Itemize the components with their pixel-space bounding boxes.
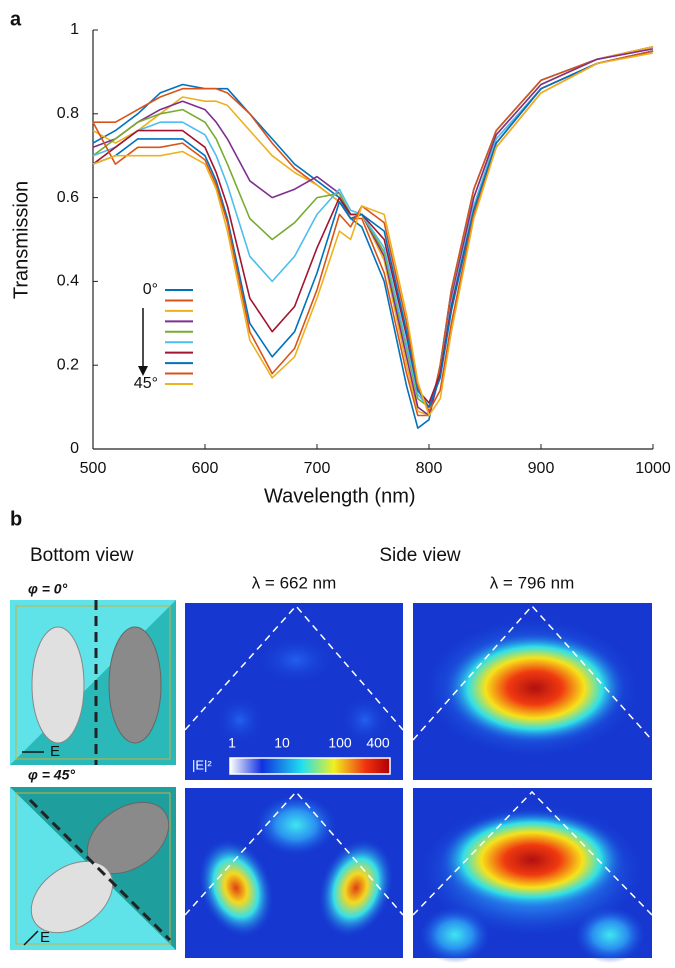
y-tick-label: 0.6 — [57, 189, 79, 206]
bottom-view-image — [10, 600, 176, 765]
field-label: E — [40, 929, 50, 946]
x-tick-label: 1000 — [635, 460, 671, 477]
data-line — [92, 50, 654, 408]
view-title: Side view — [379, 545, 461, 566]
field-map — [412, 788, 653, 963]
x-axis-label: Wavelength (nm) — [264, 485, 416, 507]
colorbar-label: |E|² — [192, 757, 212, 772]
panel-label: b — [10, 508, 22, 530]
colorbar-tick: 100 — [328, 735, 352, 751]
data-line — [92, 50, 654, 413]
x-tick-label: 600 — [192, 460, 219, 477]
y-tick-label: 0.4 — [57, 273, 79, 290]
data-line — [92, 50, 654, 408]
y-tick-label: 1 — [70, 21, 79, 38]
colorbar-tick: 1 — [228, 735, 236, 751]
colorbar-tick: 400 — [366, 735, 390, 751]
colorbar-tick: 10 — [274, 735, 290, 751]
y-axis-label: Transmission — [10, 181, 32, 299]
legend-arrow-head — [138, 366, 148, 376]
angle-label: φ = 0° — [28, 581, 68, 597]
legend-label: 45° — [134, 375, 158, 392]
data-line — [92, 50, 654, 408]
angle-label: φ = 45° — [28, 767, 75, 783]
wavelength-label: λ = 662 nm — [252, 573, 337, 592]
legend-label: 0° — [143, 281, 158, 298]
bottom-view-image — [10, 787, 176, 950]
x-tick-label: 800 — [416, 460, 443, 477]
data-line — [92, 52, 654, 417]
colorbar — [229, 757, 391, 775]
y-tick-label: 0.8 — [57, 105, 79, 122]
wavelength-label: λ = 796 nm — [490, 573, 575, 592]
field-label: E — [50, 743, 60, 760]
x-tick-label: 700 — [304, 460, 331, 477]
field-map — [412, 603, 653, 780]
view-title: Bottom view — [30, 545, 134, 566]
y-tick-label: 0 — [70, 440, 79, 457]
x-tick-label: 900 — [528, 460, 555, 477]
x-tick-label: 500 — [80, 460, 107, 477]
panel-label: a — [10, 8, 22, 30]
field-map — [184, 788, 404, 958]
y-tick-label: 0.2 — [57, 356, 79, 373]
field-map — [184, 603, 404, 780]
